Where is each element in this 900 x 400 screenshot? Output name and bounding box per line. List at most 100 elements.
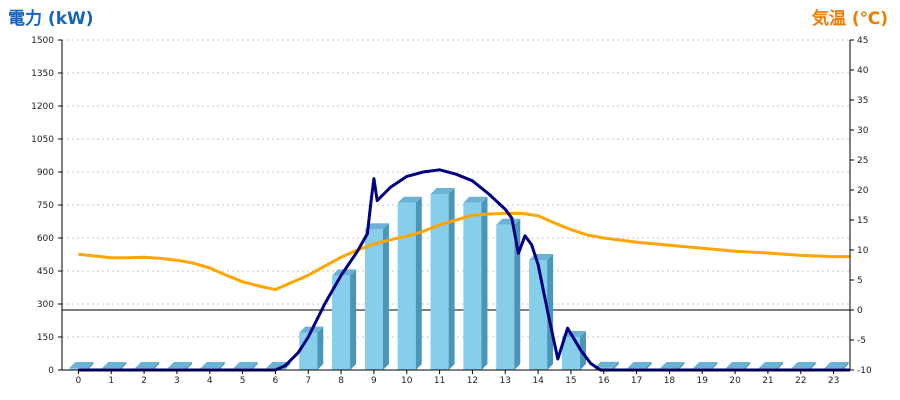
bar-front (364, 229, 383, 370)
bar-top (594, 361, 619, 368)
bar-side (481, 196, 488, 370)
left-tick-label: 750 (37, 201, 54, 211)
right-tick-label: 20 (857, 186, 869, 196)
right-tick-label: 10 (857, 246, 869, 256)
x-tick-label: 8 (338, 376, 344, 386)
left-tick-label: 300 (37, 300, 54, 310)
bar-top (167, 362, 192, 368)
x-tick-label: 3 (174, 376, 180, 386)
bar-top (660, 362, 685, 368)
bar-side (185, 362, 192, 370)
bar-top (463, 196, 488, 203)
right-tick-label: 0 (857, 306, 863, 316)
bar-top (430, 188, 455, 194)
bar-side (87, 362, 94, 370)
power-line (78, 168, 850, 372)
x-tick-label: 2 (141, 376, 147, 386)
bar-side (382, 223, 389, 370)
grid (62, 39, 850, 338)
x-tick-label: 0 (76, 376, 82, 386)
right-tick-label: 40 (857, 66, 869, 76)
bar-top (627, 362, 652, 368)
bar-side (218, 362, 225, 370)
right-tick-label: 45 (857, 36, 868, 46)
bar-side (514, 218, 521, 370)
bar-side (547, 254, 554, 370)
bar-side (645, 362, 652, 370)
bar-side (415, 196, 422, 370)
bar-top (233, 362, 258, 368)
bar-front (561, 337, 580, 370)
x-tick-label: 22 (795, 376, 806, 386)
bar-side (579, 331, 586, 370)
bar-top (102, 362, 127, 368)
x-tick-label: 16 (598, 376, 610, 386)
bar (332, 269, 357, 370)
bar-front (496, 224, 515, 370)
bar-side (120, 362, 127, 370)
bar-top (364, 223, 389, 230)
x-tick-label: 14 (532, 376, 544, 386)
x-tick-label: 6 (273, 376, 279, 386)
x-tick-label: 12 (467, 376, 478, 386)
bar (397, 196, 422, 370)
bar (463, 196, 488, 370)
bar-series (69, 188, 849, 370)
right-tick-label: 25 (857, 156, 868, 166)
x-tick-label: 23 (828, 376, 839, 386)
left-tick-label: 1200 (31, 102, 54, 112)
bar-top (726, 362, 751, 368)
bar-top (791, 362, 816, 368)
left-tick-label: 600 (37, 234, 54, 244)
bar-front (463, 202, 482, 370)
bar-side (251, 362, 258, 370)
line-series (78, 168, 850, 372)
bar-side (744, 362, 751, 370)
right-tick-label: 5 (857, 276, 863, 286)
bar-front (529, 260, 548, 370)
bar (496, 218, 521, 370)
temperature-line (78, 211, 850, 292)
x-tick-label: 10 (401, 376, 413, 386)
x-tick-label: 4 (207, 376, 213, 386)
bar-side (711, 362, 718, 370)
x-tick-label: 11 (434, 376, 445, 386)
left-tick-label: 0 (48, 366, 54, 376)
left-axis-title: 電力 (kW) (8, 9, 94, 29)
bar-side (153, 362, 160, 370)
bar-top (758, 362, 783, 368)
right-tick-label: 15 (857, 216, 868, 226)
x-tick-label: 15 (565, 376, 576, 386)
bar-front (397, 202, 416, 370)
bar (529, 254, 554, 370)
bar (430, 188, 455, 370)
bar-top (69, 362, 94, 368)
x-tick-label: 13 (500, 376, 511, 386)
x-tick-label: 18 (664, 376, 676, 386)
x-tick-label: 19 (697, 376, 709, 386)
x-tick-label: 7 (305, 376, 311, 386)
bar-top (824, 362, 849, 368)
bar-side (842, 362, 849, 370)
bar-side (317, 326, 324, 370)
x-tick-label: 9 (371, 376, 377, 386)
bar (561, 331, 586, 370)
x-tick-label: 1 (108, 376, 114, 386)
axes: 01503004506007509001050120013501500-10-5… (31, 36, 872, 386)
right-tick-label: -5 (857, 336, 866, 346)
left-tick-label: 150 (37, 333, 54, 343)
left-tick-label: 1350 (31, 69, 54, 79)
right-axis-title: 気温 (℃) (811, 9, 888, 29)
bar-side (448, 188, 455, 370)
bar-front (430, 194, 449, 370)
bar-side (612, 361, 619, 370)
bar-side (776, 362, 783, 370)
bar-side (809, 362, 816, 370)
bar-top (200, 362, 225, 368)
x-tick-label: 20 (729, 376, 741, 386)
left-tick-label: 900 (37, 168, 54, 178)
bar (364, 223, 389, 370)
right-tick-label: 35 (857, 96, 868, 106)
bar-top (693, 362, 718, 368)
